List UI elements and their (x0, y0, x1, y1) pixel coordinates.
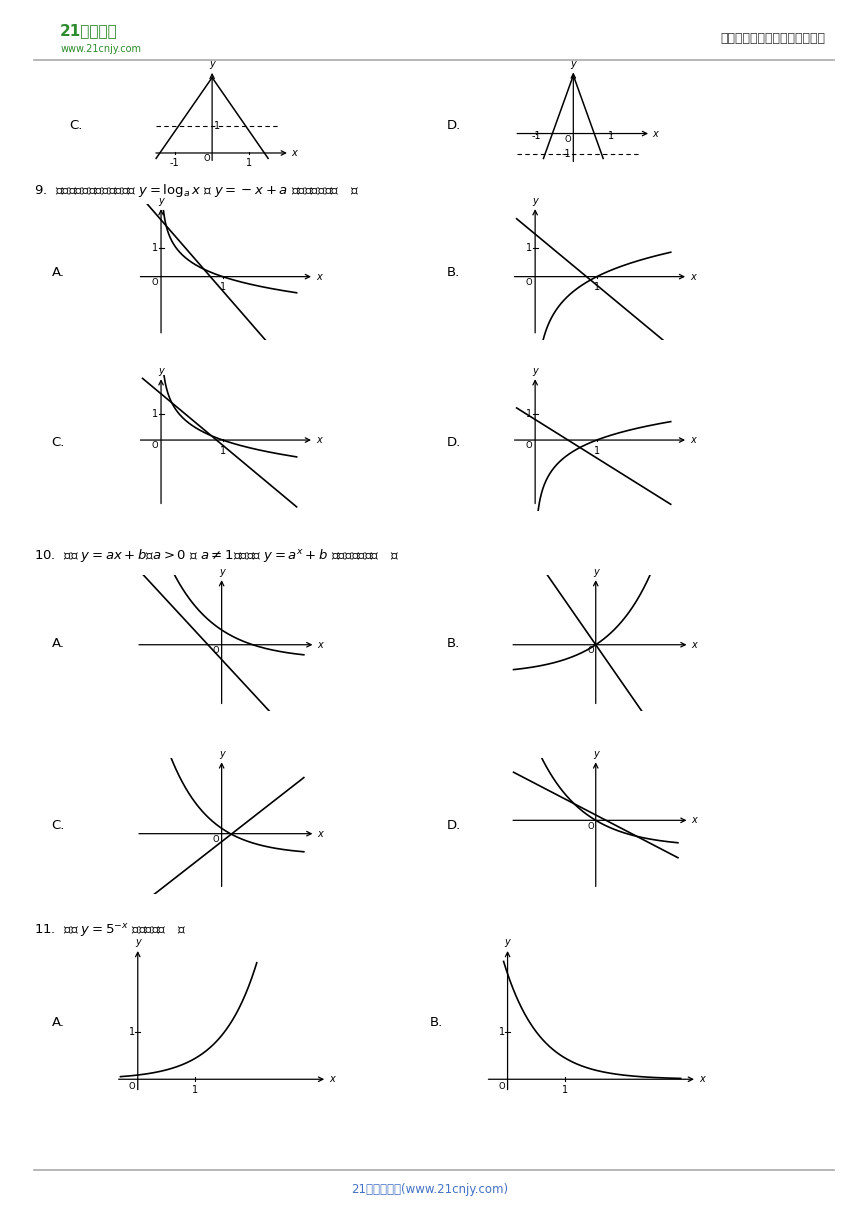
Text: 1: 1 (526, 410, 532, 420)
Text: 1: 1 (129, 1028, 135, 1037)
Text: A.: A. (52, 1017, 64, 1029)
Text: B.: B. (447, 637, 460, 649)
Text: 1: 1 (193, 1085, 199, 1094)
Text: 1: 1 (152, 410, 158, 420)
Text: A.: A. (52, 637, 64, 649)
Text: A.: A. (52, 266, 64, 278)
Text: C.: C. (52, 437, 65, 449)
Text: C.: C. (69, 119, 83, 131)
Text: 10.  函数 $y=ax+b$（$a>0$ 且 $a\neq1$）与函数 $y=a^x+b$ 的图象可能是（   ）: 10. 函数 $y=ax+b$（$a>0$ 且 $a\neq1$）与函数 $y=… (34, 547, 400, 564)
Text: O: O (525, 441, 532, 450)
Text: x: x (317, 640, 322, 649)
Text: O: O (213, 835, 219, 844)
Text: 9.  在同一直角坐标系中的函数 $y=\log_a x$ 与 $y=-x+a$ 的图象可能是（   ）: 9. 在同一直角坐标系中的函数 $y=\log_a x$ 与 $y=-x+a$ … (34, 182, 359, 199)
Text: O: O (204, 154, 210, 163)
Text: O: O (587, 822, 593, 831)
Text: D.: D. (447, 119, 462, 131)
Text: x: x (653, 129, 658, 139)
Text: x: x (316, 435, 322, 445)
Text: 21世纪教育: 21世纪教育 (60, 23, 118, 38)
Text: O: O (151, 441, 158, 450)
Text: 中小学教育资源及组卷应用平台: 中小学教育资源及组卷应用平台 (721, 33, 826, 45)
Text: y: y (158, 366, 164, 376)
Text: x: x (316, 271, 322, 282)
Text: 1: 1 (152, 243, 158, 253)
Text: y: y (532, 196, 538, 206)
Text: 11.  函数 $y=5^{-x}$ 的图象是（   ）: 11. 函数 $y=5^{-x}$ 的图象是（ ） (34, 922, 187, 939)
Text: x: x (699, 1074, 705, 1085)
Text: O: O (498, 1081, 505, 1091)
Text: B.: B. (430, 1017, 443, 1029)
Text: x: x (691, 435, 697, 445)
Text: 1: 1 (247, 158, 253, 168)
Text: y: y (593, 749, 599, 759)
Text: -1: -1 (561, 150, 571, 159)
Text: O: O (587, 646, 593, 655)
Text: y: y (593, 567, 599, 576)
Text: D.: D. (447, 820, 462, 832)
Text: D.: D. (447, 437, 462, 449)
Text: x: x (292, 148, 297, 158)
Text: 1: 1 (562, 1085, 568, 1094)
Text: O: O (151, 278, 158, 287)
Text: y: y (135, 938, 141, 947)
Text: x: x (691, 815, 697, 826)
Text: O: O (565, 135, 571, 143)
Text: y: y (218, 749, 224, 759)
Text: x: x (691, 271, 697, 282)
Text: -1: -1 (531, 131, 541, 141)
Text: 1: 1 (499, 1028, 505, 1037)
Text: O: O (213, 646, 219, 655)
Text: y: y (505, 938, 511, 947)
Text: 1: 1 (526, 243, 532, 253)
Text: B.: B. (447, 266, 460, 278)
Text: 1: 1 (593, 282, 599, 292)
Text: -1: -1 (170, 158, 180, 168)
Text: 1: 1 (593, 446, 599, 456)
Text: C.: C. (52, 820, 65, 832)
Text: y: y (570, 60, 576, 69)
Text: y: y (218, 567, 224, 576)
Text: www.21cnjy.com: www.21cnjy.com (60, 44, 141, 54)
Text: x: x (329, 1074, 335, 1085)
Text: y: y (209, 60, 215, 69)
Text: x: x (317, 828, 322, 839)
Text: x: x (691, 640, 697, 649)
Text: 21世纪教育网(www.21cnjy.com): 21世纪教育网(www.21cnjy.com) (352, 1183, 508, 1195)
Text: 1: 1 (608, 131, 614, 141)
Text: 1: 1 (219, 282, 225, 292)
Text: O: O (525, 278, 532, 287)
Text: O: O (128, 1081, 135, 1091)
Text: 1: 1 (219, 446, 225, 456)
Text: y: y (532, 366, 538, 376)
Text: 1: 1 (214, 122, 220, 131)
Text: y: y (158, 196, 164, 206)
